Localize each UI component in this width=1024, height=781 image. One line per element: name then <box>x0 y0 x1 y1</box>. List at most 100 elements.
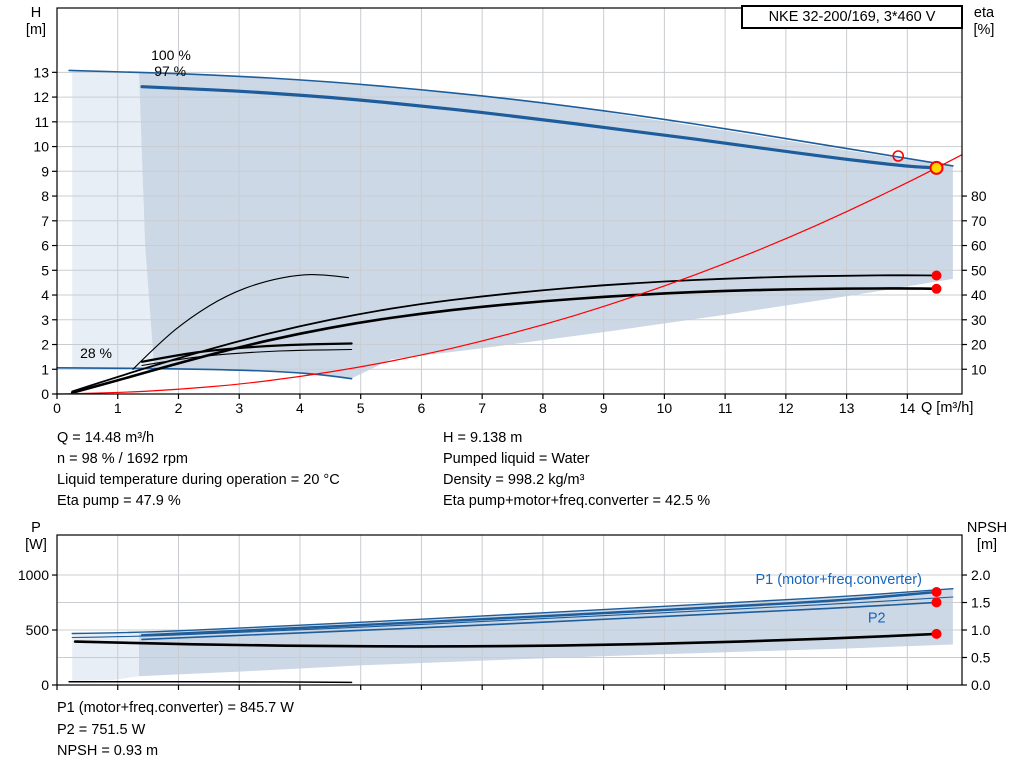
y-left-tick-label: 0 <box>41 386 49 402</box>
y-right-tick-label: 30 <box>971 312 987 328</box>
label-speed-97: 97 % <box>154 63 186 79</box>
pump-name-box: NKE 32-200/169, 3*460 V <box>741 5 963 29</box>
y-right-tick-label: 1.0 <box>971 622 991 638</box>
y-right-tick-label: 0.5 <box>971 650 991 666</box>
y-left-tick-label: 6 <box>41 238 49 254</box>
y-left-tick-label: 10 <box>33 139 49 155</box>
y-left-tick-label: 11 <box>34 114 49 130</box>
y-left-axis-title: H <box>31 5 41 21</box>
info-speed: n = 98 % / 1692 rpm <box>57 451 188 467</box>
y-left-tick-label: 13 <box>33 64 49 80</box>
info-liquid-temperature: Liquid temperature during operation = 20… <box>57 472 340 488</box>
x-axis-tick-label: 7 <box>478 400 486 416</box>
curve-eta-reduced-1 <box>140 342 353 363</box>
y-right-tick-label: 40 <box>971 287 987 303</box>
pump-name: NKE 32-200/169, 3*460 V <box>768 9 936 25</box>
y-right-tick-label: 70 <box>971 213 987 229</box>
y-left-tick-label: 2 <box>41 337 49 353</box>
x-axis-tick-label: 3 <box>235 400 243 416</box>
curve-eta-pump <box>71 274 938 393</box>
x-axis-tick-label: 8 <box>539 400 547 416</box>
curve-eta-total <box>70 287 938 395</box>
duty-point-marker[interactable] <box>929 160 944 175</box>
head-flow-chart: 0 1 2 3 4 5 6 7 8 9 10 11 12 13 1401234567891011121310… <box>26 5 995 416</box>
y-left-tick-label: 1000 <box>18 567 49 583</box>
label-p1: P1 (motor+freq.converter) <box>756 572 922 588</box>
y-left-tick-label: 0 <box>41 677 49 693</box>
y-left-tick-label: 9 <box>41 163 49 179</box>
y-left-axis-unit: [W] <box>25 537 47 553</box>
y-right-tick-label: 1.5 <box>971 595 991 611</box>
power-npsh-chart: 0 500 1000 0.0 0.5 1.0 1.5 2.0 P1 (motor+freq.co… <box>18 520 1007 693</box>
result-npsh: NPSH = 0.93 m <box>57 743 159 759</box>
x-axis-title: Q [m³/h] <box>921 400 973 416</box>
y-left-tick-label: 3 <box>41 312 49 328</box>
label-p2: P2 <box>868 610 886 626</box>
eta-total-point-marker <box>931 283 942 294</box>
y-left-tick-label: 5 <box>41 262 49 278</box>
x-axis-tick-label: 10 <box>657 400 673 416</box>
x-axis-tick-label: 9 <box>600 400 608 416</box>
result-p2: P2 = 751.5 W <box>57 721 146 738</box>
curve-p1-100 <box>71 588 954 635</box>
info-head: H = 9.138 m <box>443 430 523 446</box>
curve-eta-reduced-arc <box>132 274 350 370</box>
y-right-axis-unit: [m] <box>977 537 997 553</box>
y-right-tick-label: 50 <box>971 262 987 278</box>
speed-envelope-pale <box>72 71 155 368</box>
speed-envelope <box>139 72 953 379</box>
x-axis-tick-label: 12 <box>778 400 794 416</box>
curve-npsh <box>73 632 938 648</box>
y-left-tick-label: 1 <box>41 361 49 377</box>
curve-system <box>56 154 963 395</box>
duty-info-right-column: H = 9.138 m Pumped liquid = Water Densit… <box>443 428 710 512</box>
p1-point-marker <box>931 587 942 597</box>
x-axis-tick-label: 14 <box>900 400 916 416</box>
y-left-tick-label: 12 <box>33 89 49 105</box>
curve-p-28 <box>68 680 353 684</box>
y-right-axis-title: NPSH <box>967 520 1007 536</box>
plot-border <box>56 7 963 395</box>
eta-pump-point-marker <box>931 270 942 281</box>
y-right-axis-unit: [%] <box>974 22 995 38</box>
curve-speed-97 <box>140 85 939 170</box>
y-right-tick-label: 20 <box>971 337 987 353</box>
duty-info-left-column: Q = 14.48 m³/h n = 98 % / 1692 rpm Liqui… <box>57 428 340 512</box>
y-left-tick-label: 7 <box>41 213 49 229</box>
info-pumped-liquid: Pumped liquid = Water <box>443 451 590 467</box>
result-p1: P1 (motor+freq.converter) = 845.7 W <box>57 700 294 716</box>
curve-p2-98 <box>141 601 938 641</box>
p2-point-marker <box>931 597 942 608</box>
y-left-tick-label: 500 <box>26 622 50 638</box>
x-axis-tick-label: 2 <box>175 400 183 416</box>
y-left-tick-label: 8 <box>41 188 49 204</box>
power-envelope <box>139 588 953 677</box>
y-right-tick-label: 0.0 <box>971 677 991 693</box>
speed-100-point-marker <box>892 150 905 162</box>
y-right-tick-label: 2.0 <box>971 567 991 583</box>
y-right-axis-title: eta <box>974 5 995 21</box>
curve-speed-100 <box>68 69 954 167</box>
curve-p2-100 <box>71 596 954 639</box>
y-left-axis-unit: [m] <box>26 22 46 38</box>
x-axis-tick-label: 1 <box>114 400 122 416</box>
power-envelope-pale <box>72 633 139 681</box>
x-axis-tick-label: 6 <box>418 400 426 416</box>
npsh-point-marker <box>931 628 942 639</box>
y-left-tick-label: 4 <box>41 287 49 303</box>
x-axis-tick-label: 11 <box>718 400 733 416</box>
y-right-tick-label: 80 <box>971 188 987 204</box>
plot-border <box>56 534 963 686</box>
x-axis-tick-label: 4 <box>296 400 304 416</box>
info-flow: Q = 14.48 m³/h <box>57 430 155 446</box>
x-axis-tick-label: 13 <box>839 400 855 416</box>
info-density: Density = 998.2 kg/m³ <box>443 472 585 488</box>
y-left-axis-title: P <box>31 520 41 536</box>
label-speed-28: 28 % <box>80 345 112 361</box>
info-eta-pump: Eta pump = 47.9 % <box>57 493 181 509</box>
y-right-tick-label: 10 <box>971 361 987 377</box>
x-axis-tick-label: 5 <box>357 400 365 416</box>
curve-p1-98 <box>140 590 938 637</box>
y-right-tick-label: 60 <box>971 238 987 254</box>
